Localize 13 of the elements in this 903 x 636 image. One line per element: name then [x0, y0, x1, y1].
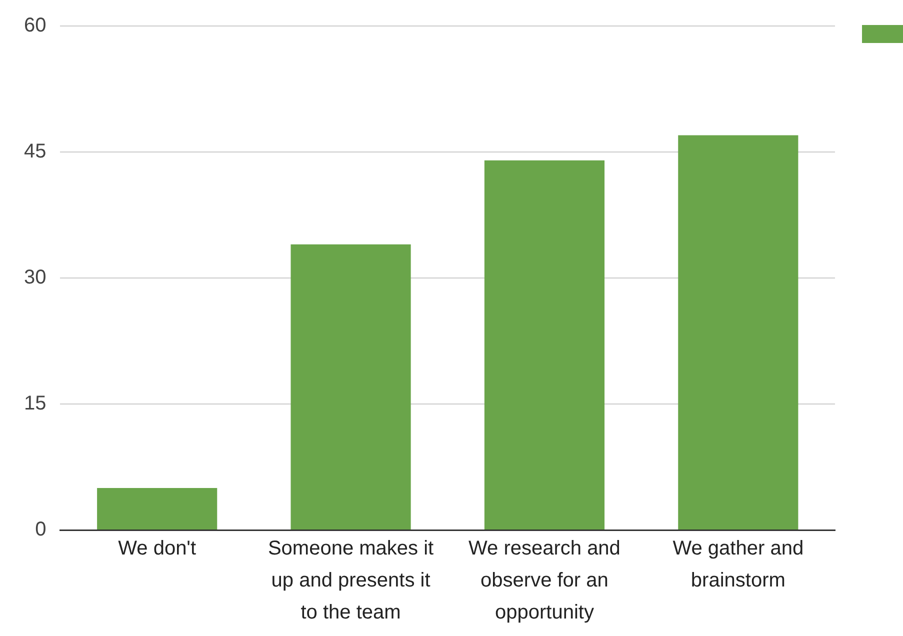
x-tick-label: We don't [118, 538, 196, 560]
y-tick-label: 30 [24, 266, 46, 289]
bar [97, 488, 218, 530]
y-tick-label: 45 [24, 140, 46, 163]
y-tick-label: 15 [24, 392, 46, 415]
x-tick-label: We research and observe for an opportunity [468, 538, 620, 624]
x-tick-label: We gather and brainstorm [672, 538, 804, 592]
x-tick-label: Someone makes it up and presents it to the team [268, 538, 434, 624]
y-tick-label: 60 [24, 14, 46, 37]
bar [484, 160, 605, 530]
bar [678, 135, 798, 530]
y-tick-label: 0 [35, 518, 46, 541]
bar [290, 244, 411, 530]
